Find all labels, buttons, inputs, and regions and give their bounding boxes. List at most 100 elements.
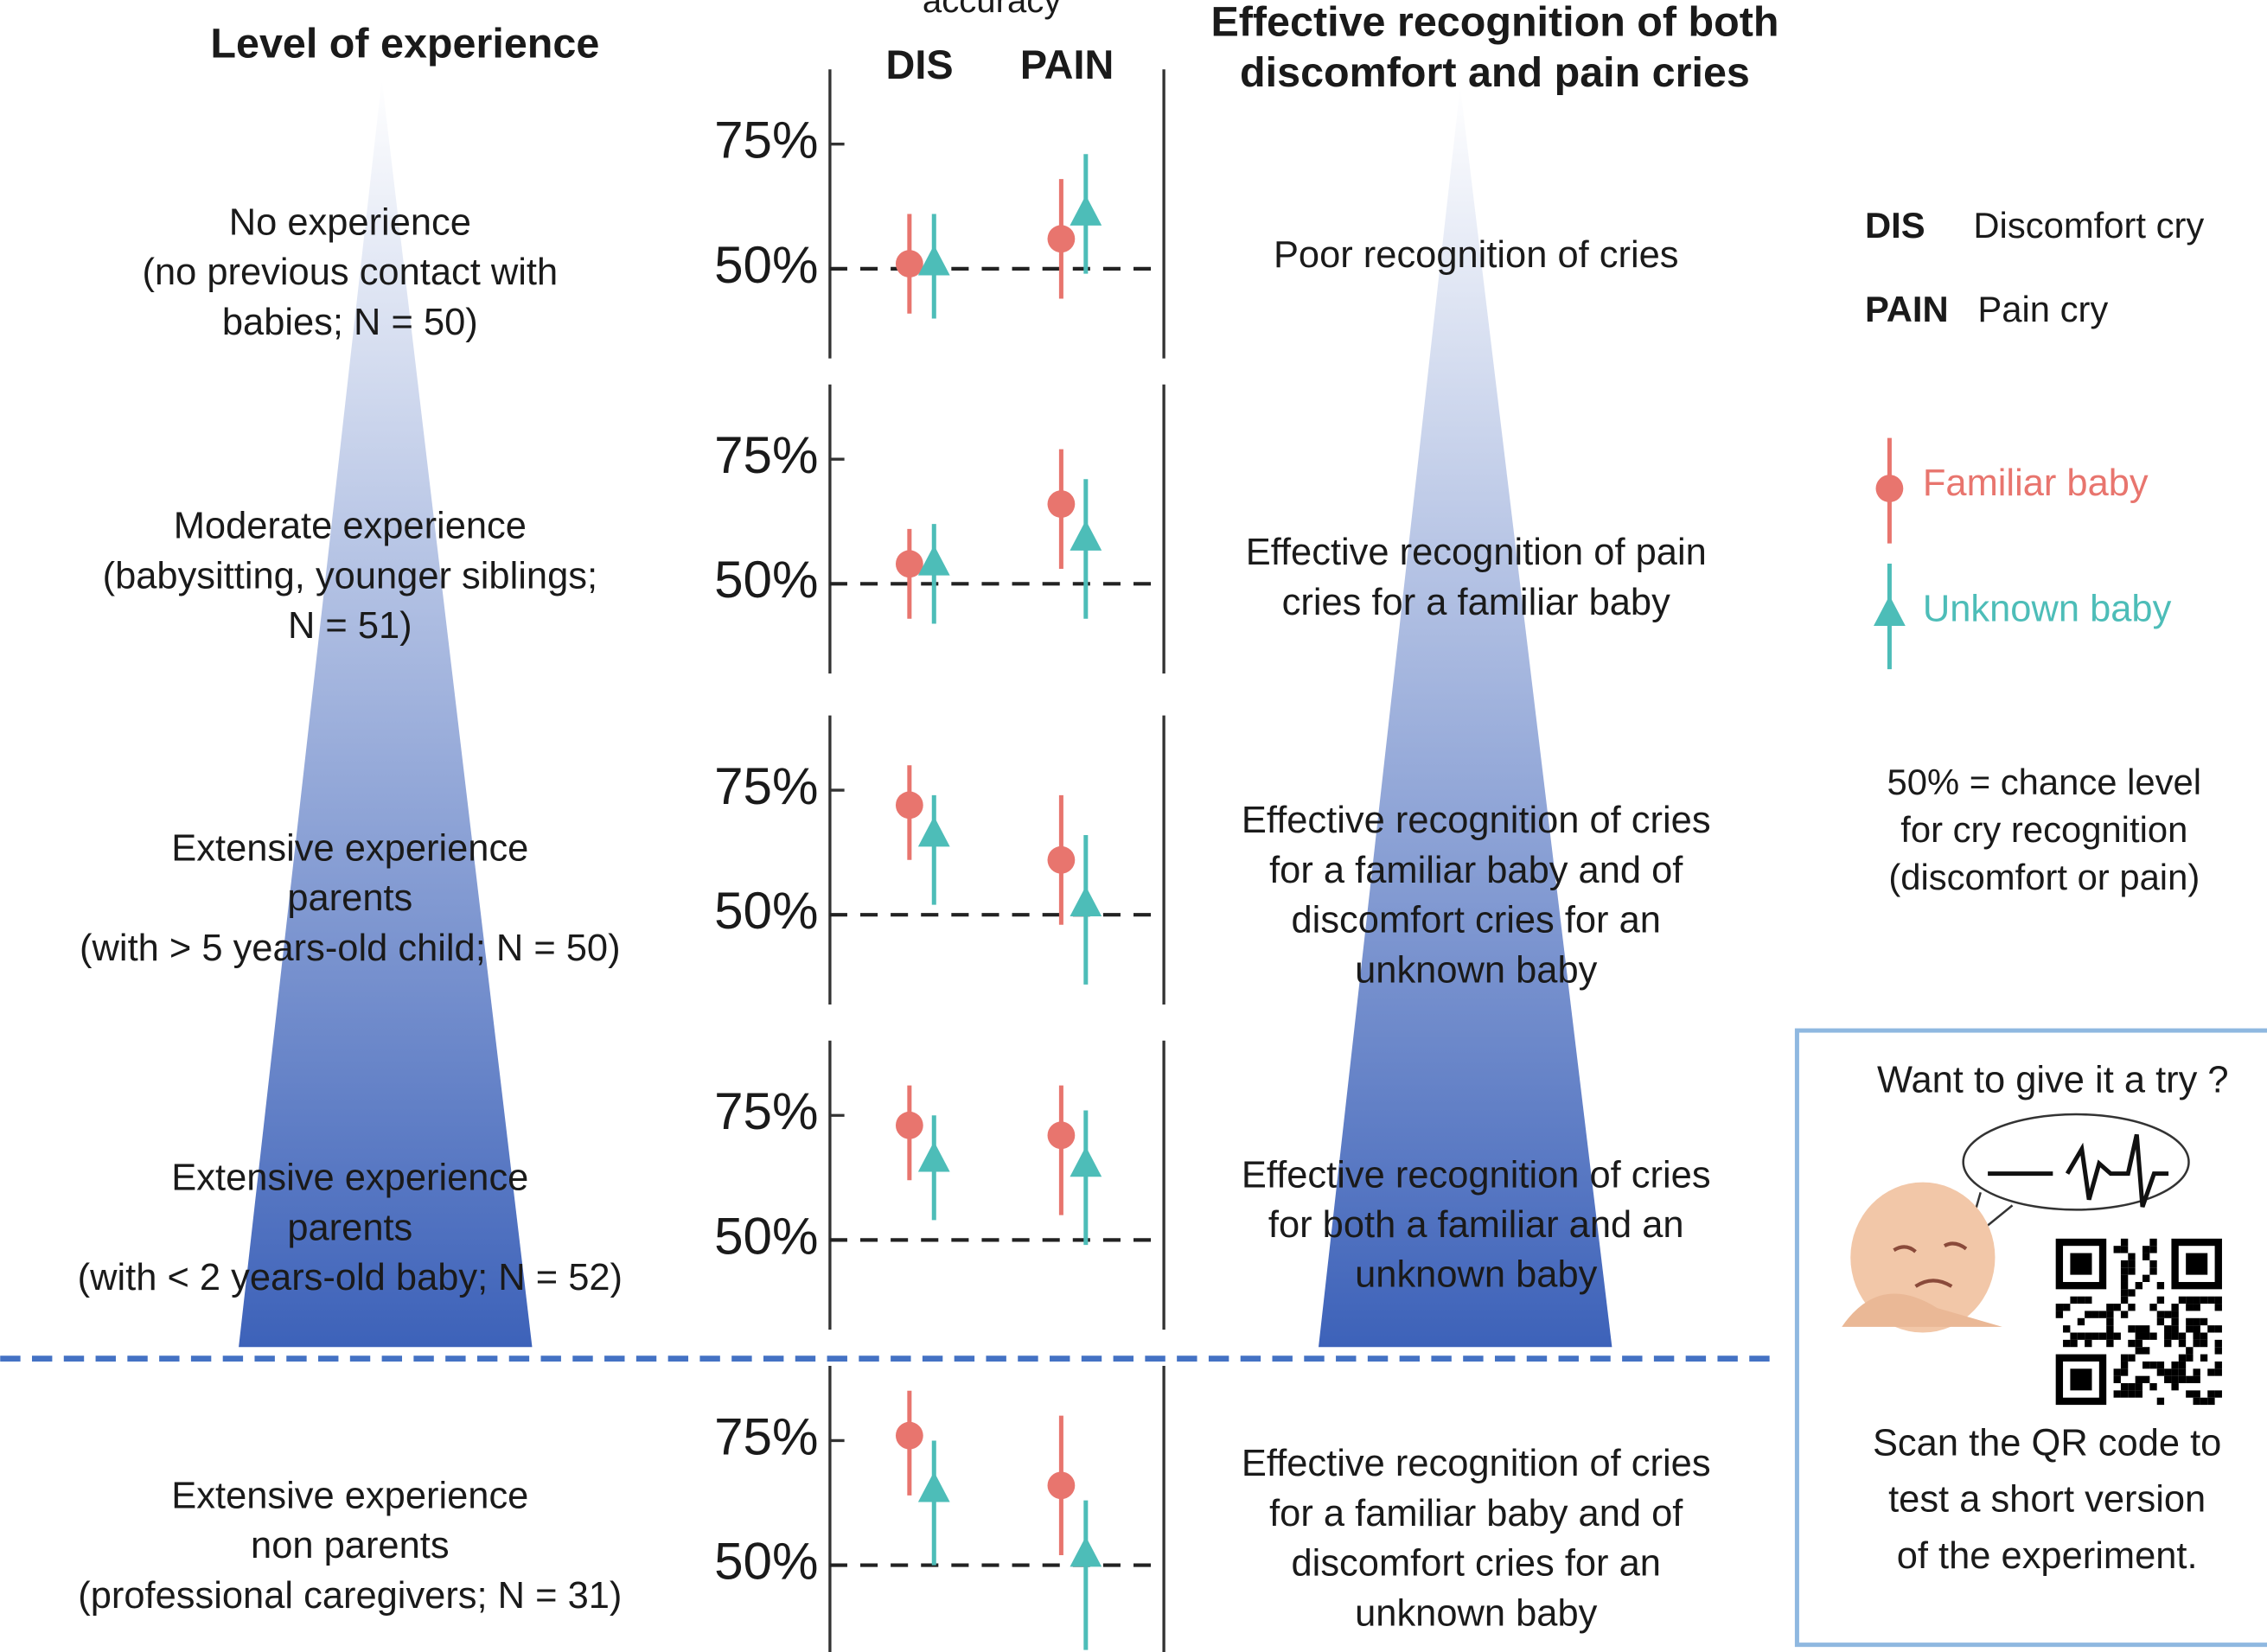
level-label: parents: [287, 877, 412, 919]
level-label: babies; N = 50): [222, 302, 478, 343]
level-label: (babysitting, younger siblings;: [103, 555, 597, 596]
point: [1048, 225, 1076, 252]
level-label: (no previous contact with: [143, 252, 559, 293]
qr-cell: [2128, 1340, 2135, 1347]
y-tick-label: 75%: [714, 1407, 818, 1465]
qr-cell: [2091, 1333, 2098, 1340]
point: [918, 545, 950, 576]
qr-cell: [2207, 1297, 2214, 1304]
level-title: Level of experience: [210, 20, 599, 67]
qr-cell: [2099, 1311, 2106, 1317]
qr-cell: [2142, 1376, 2149, 1383]
qr-cell: [2157, 1362, 2164, 1368]
qr-cell: [2171, 1333, 2178, 1340]
qr-cell: [2157, 1318, 2164, 1325]
qr-cell: [2215, 1297, 2222, 1304]
point: [896, 791, 923, 819]
qr-cell: [2099, 1333, 2106, 1340]
qr-cell: [2142, 1347, 2149, 1354]
qr-cell: [2106, 1340, 2113, 1347]
qr-cell: [2215, 1304, 2222, 1311]
qr-cell: [2136, 1347, 2142, 1354]
recognition-label: cries for a familiar baby: [1282, 582, 1670, 623]
point: [896, 1112, 923, 1139]
qr-cell: [2142, 1275, 2149, 1282]
qr-cell: [2194, 1376, 2200, 1383]
qr-cell: [2114, 1368, 2121, 1375]
qr-cell: [2194, 1318, 2200, 1325]
qr-cell: [2164, 1325, 2171, 1332]
qr-cell: [2200, 1340, 2207, 1347]
qr-cell: [2186, 1318, 2193, 1325]
qr-cell: [2142, 1246, 2149, 1253]
qr-cell: [2200, 1398, 2207, 1405]
qr-cell: [2164, 1340, 2171, 1347]
qr-finder: [2070, 1368, 2091, 1390]
qr-cell: [2085, 1333, 2091, 1340]
y-tick-label: 75%: [714, 112, 818, 169]
recognition-label: unknown baby: [1355, 1592, 1598, 1634]
point: [896, 1422, 923, 1450]
qr-cell: [2063, 1304, 2070, 1311]
qr-cell: [2114, 1390, 2121, 1397]
category-label: PAIN: [1020, 42, 1114, 87]
recognition-label: for a familiar baby and of: [1269, 850, 1683, 891]
y-tick-label: 50%: [714, 882, 818, 940]
point: [1070, 195, 1102, 226]
qr-cell: [2157, 1311, 2164, 1317]
qr-box-bottom: test a short version: [1888, 1479, 2206, 1521]
recognition-label: Poor recognition of cries: [1274, 234, 1679, 276]
qr-box-top: Want to give it a try ?: [1877, 1060, 2229, 1101]
qr-cell: [2171, 1362, 2178, 1368]
qr-cell: [2106, 1325, 2113, 1332]
qr-cell: [2207, 1390, 2214, 1397]
qr-cell: [2186, 1376, 2193, 1383]
qr-cell: [2128, 1383, 2135, 1390]
recognition-label: unknown baby: [1355, 949, 1598, 991]
level-label: Moderate experience: [174, 506, 527, 547]
qr-cell: [2121, 1362, 2128, 1368]
qr-cell: [2136, 1383, 2142, 1390]
level-label: (with < 2 years-old baby; N = 52): [78, 1257, 623, 1298]
qr-cell: [2171, 1376, 2178, 1383]
qr-cell: [2149, 1362, 2156, 1368]
figure: Level of experience accuracy Effective r…: [0, 0, 2267, 1652]
qr-cell: [2142, 1333, 2149, 1340]
level-label: non parents: [251, 1525, 450, 1566]
qr-cell: [2085, 1340, 2091, 1347]
qr-cell: [2070, 1297, 2077, 1304]
qr-cell: [2194, 1340, 2200, 1347]
qr-cell: [2121, 1239, 2128, 1246]
qr-cell: [2200, 1333, 2207, 1340]
qr-cell: [2085, 1297, 2091, 1304]
qr-cell: [2164, 1368, 2171, 1375]
qr-cell: [2121, 1275, 2128, 1282]
point: [1070, 1146, 1102, 1177]
qr-cell: [2056, 1311, 2063, 1317]
y-tick-label: 50%: [714, 236, 818, 294]
qr-cell: [2149, 1239, 2156, 1246]
level-label: No experience: [229, 201, 471, 243]
qr-cell: [2186, 1297, 2193, 1304]
legend-label: Unknown baby: [1923, 589, 2172, 630]
level-label: (with > 5 years-old child; N = 50): [80, 928, 621, 969]
qr-cell: [2194, 1325, 2200, 1332]
qr-cell: [2070, 1333, 2077, 1340]
qr-cell: [2142, 1253, 2149, 1260]
qr-cell: [2207, 1398, 2214, 1405]
point: [918, 816, 950, 846]
qr-cell: [2149, 1383, 2156, 1390]
qr-cell: [2186, 1347, 2193, 1354]
qr-cell: [2179, 1340, 2186, 1347]
legend-text: Discomfort cry: [1973, 205, 2204, 246]
level-label: Extensive experience: [171, 1475, 528, 1516]
point: [1048, 490, 1076, 518]
qr-cell: [2142, 1325, 2149, 1332]
qr-cell: [2136, 1333, 2142, 1340]
qr-cell: [2186, 1390, 2193, 1397]
qr-cell: [2179, 1333, 2186, 1340]
legend-marker: [1876, 475, 1904, 502]
qr-cell: [2114, 1376, 2121, 1383]
qr-cell: [2121, 1282, 2128, 1289]
recognition-label: discomfort cries for an: [1292, 1543, 1661, 1585]
